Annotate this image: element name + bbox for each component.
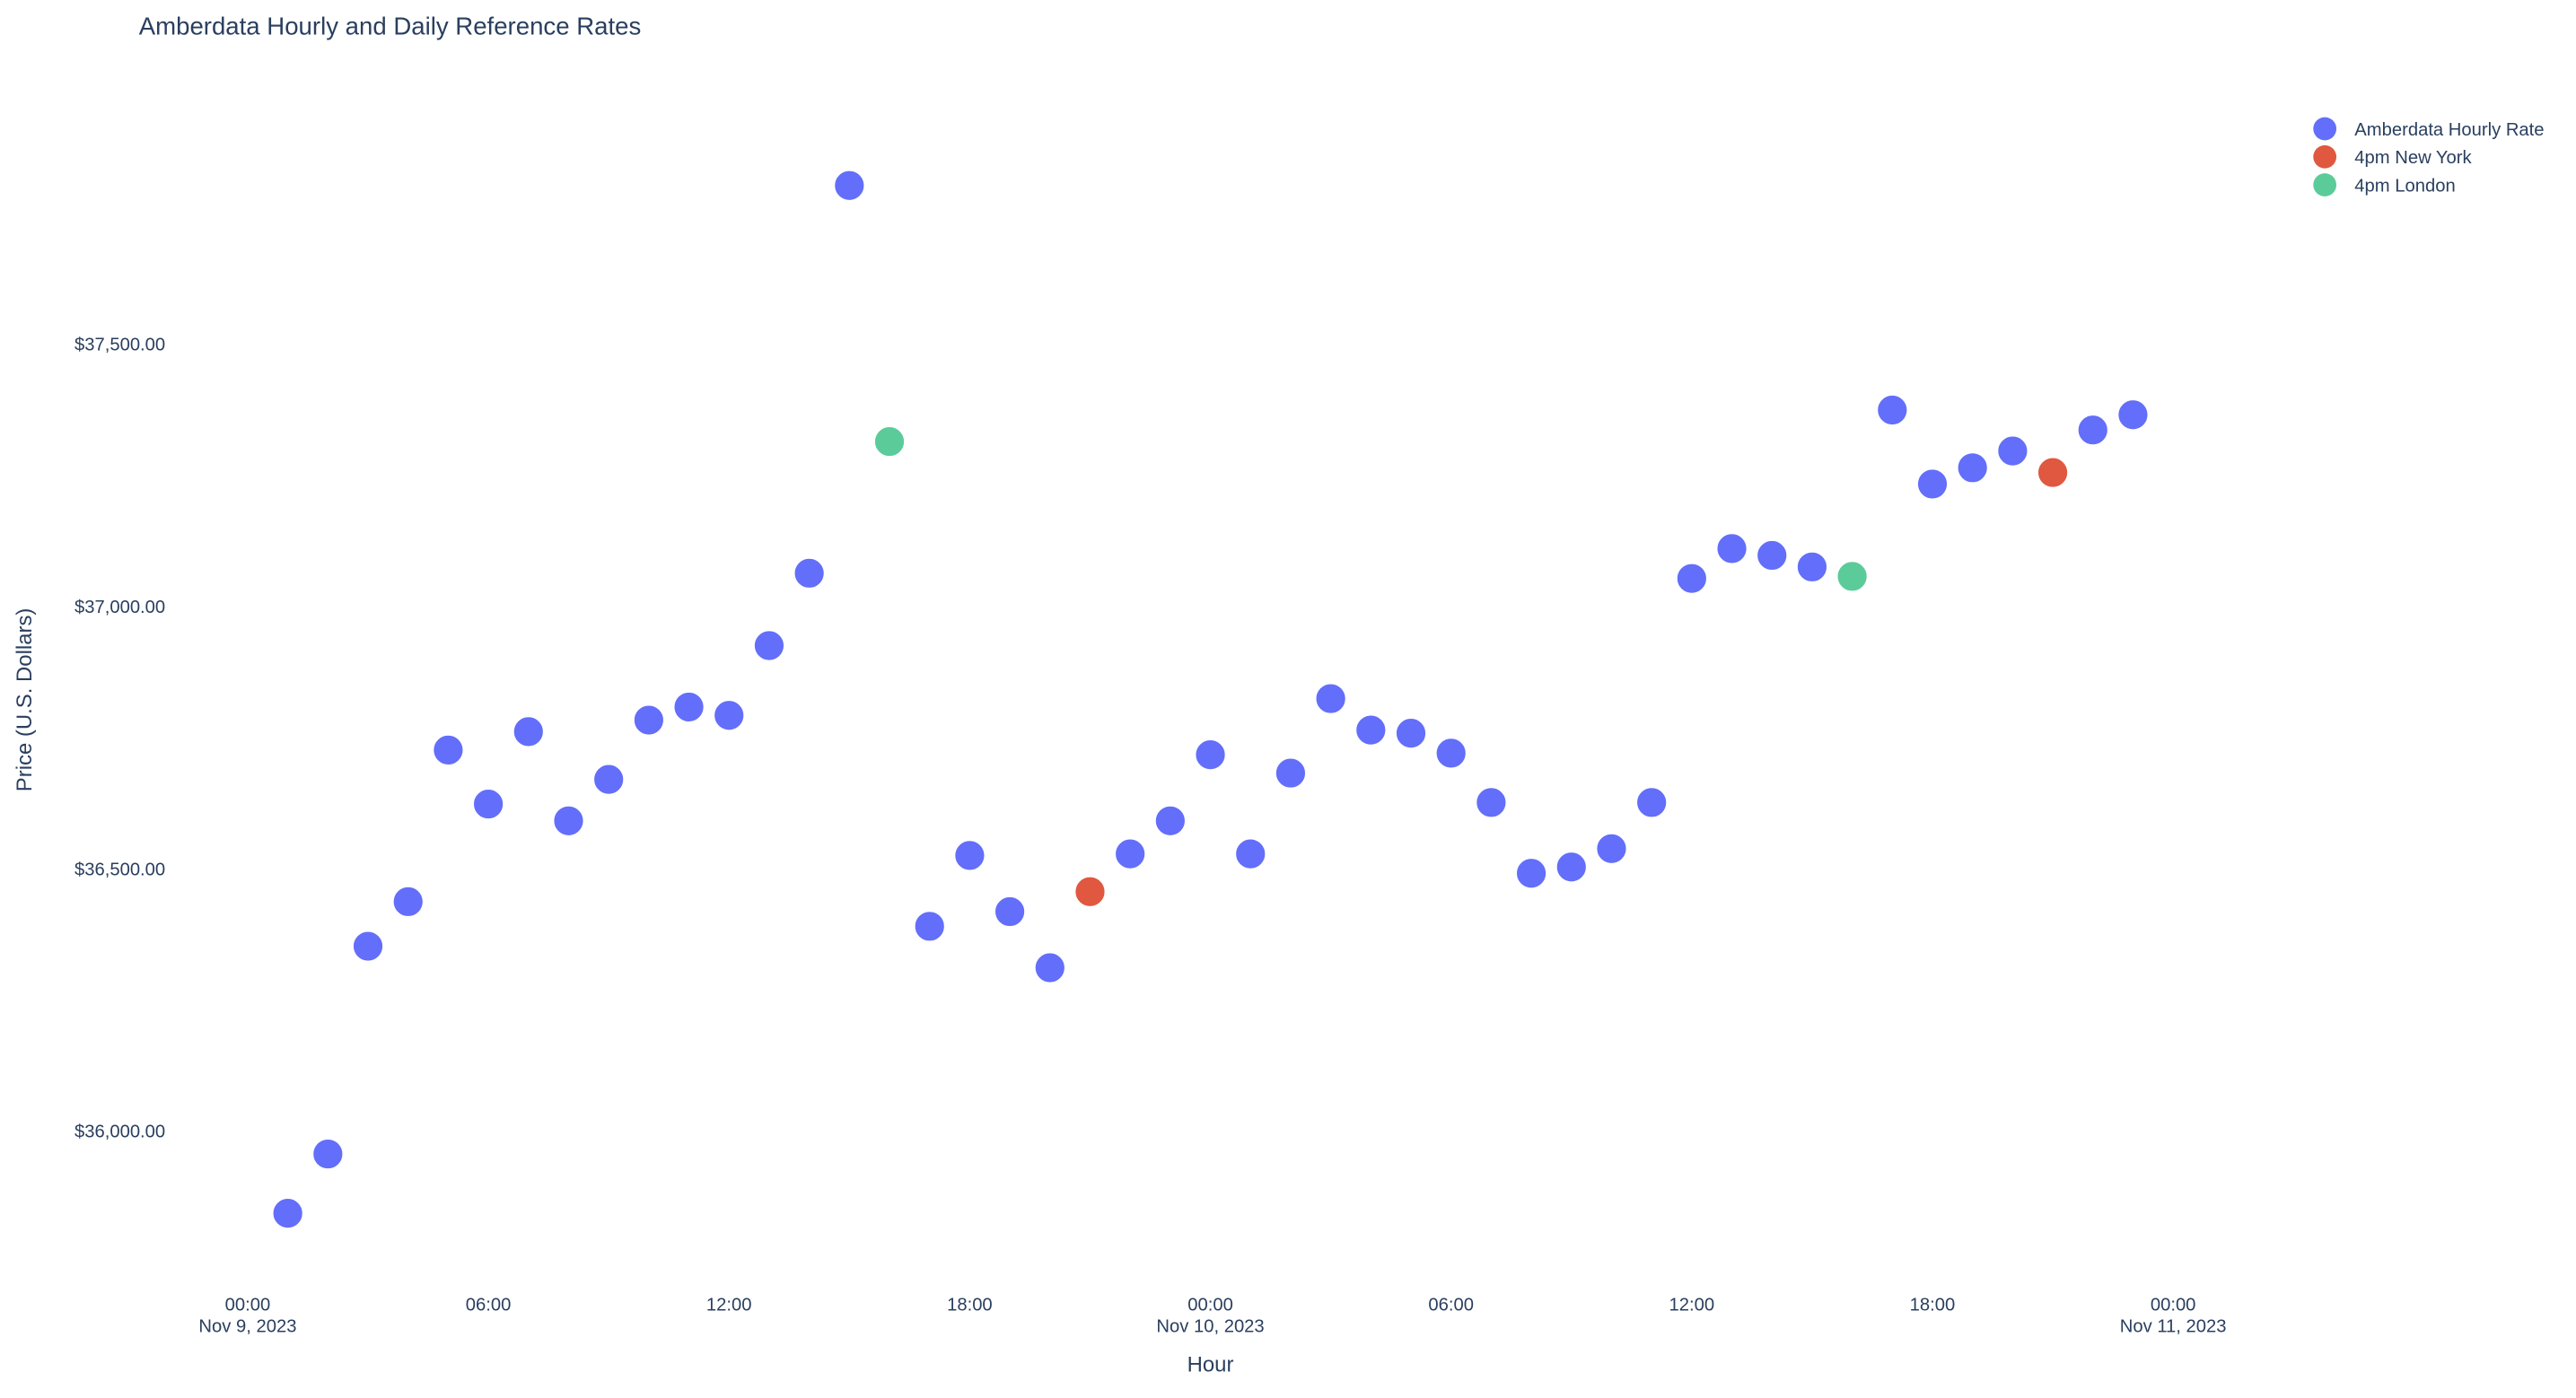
- legend-label: Amberdata Hourly Rate: [2354, 120, 2544, 140]
- point: [874, 426, 906, 458]
- point: [1074, 876, 1106, 907]
- legend-marker: [2313, 144, 2337, 169]
- x-tick-label: 18:00: [1910, 1296, 1956, 1315]
- x-tick-label-line: Nov 11, 2023: [2120, 1316, 2227, 1336]
- point: [1516, 858, 1547, 889]
- point: [1957, 452, 1988, 484]
- x-axis-title: Hour: [1187, 1353, 1234, 1377]
- x-tick-label-line: 06:00: [466, 1296, 512, 1315]
- point: [1676, 563, 1707, 594]
- point: [1836, 561, 1868, 592]
- point: [392, 886, 424, 917]
- point: [1476, 787, 1507, 818]
- point: [1115, 838, 1146, 869]
- point: [1034, 952, 1065, 983]
- point: [513, 716, 544, 747]
- y-tick-label: $36,000.00: [74, 1123, 165, 1142]
- x-tick-label: 06:00: [466, 1296, 512, 1315]
- point: [994, 896, 1026, 927]
- point: [1636, 787, 1668, 818]
- point: [1235, 838, 1266, 869]
- x-tick-label-line: 12:00: [1669, 1296, 1715, 1315]
- point: [593, 764, 625, 795]
- point: [1596, 833, 1627, 864]
- point: [673, 691, 705, 722]
- x-tick-label-line: Nov 9, 2023: [198, 1316, 296, 1336]
- x-tick-label: 00:00 Nov 9, 2023: [198, 1296, 296, 1337]
- x-tick-label: 18:00: [947, 1296, 993, 1315]
- y-tick-label: $36,500.00: [74, 860, 165, 879]
- x-tick-label-line: 00:00: [2151, 1296, 2196, 1315]
- point: [1757, 539, 1788, 571]
- x-tick-label-line: 18:00: [947, 1296, 993, 1315]
- point: [914, 911, 945, 942]
- x-tick-label: 00:00 Nov 10, 2023: [1156, 1296, 1264, 1337]
- point: [1275, 757, 1306, 789]
- y-axis-title: Price (U.S. Dollars): [13, 608, 37, 792]
- point: [1395, 718, 1427, 749]
- x-tick-label-line: 06:00: [1428, 1296, 1474, 1315]
- point: [714, 700, 745, 731]
- x-tick-label: 06:00: [1428, 1296, 1474, 1315]
- point: [1435, 738, 1467, 769]
- point: [834, 170, 865, 201]
- legend-label: 4pm New York: [2354, 148, 2472, 168]
- point: [2117, 399, 2149, 431]
- point: [1877, 394, 1908, 426]
- point: [353, 931, 384, 962]
- legend-marker: [2313, 117, 2337, 141]
- point: [553, 805, 584, 836]
- x-tick-label: 00:00 Nov 11, 2023: [2120, 1296, 2227, 1337]
- point: [1716, 533, 1748, 564]
- point: [1796, 551, 1827, 582]
- x-tick-label-line: 12:00: [706, 1296, 752, 1315]
- point: [312, 1139, 344, 1170]
- point: [2077, 415, 2108, 446]
- point: [1916, 468, 1949, 500]
- point: [1154, 805, 1186, 836]
- x-tick-label: 12:00: [1669, 1296, 1715, 1315]
- point: [2037, 457, 2069, 488]
- point: [1195, 739, 1226, 771]
- chart-title: Amberdata Hourly and Daily Reference Rat…: [139, 13, 642, 40]
- point: [633, 704, 664, 736]
- point: [1315, 683, 1346, 714]
- point: [1997, 435, 2028, 467]
- point: [1555, 852, 1587, 883]
- y-tick-label: $37,500.00: [74, 336, 165, 355]
- point: [1355, 714, 1387, 746]
- point: [954, 840, 986, 871]
- point: [793, 557, 825, 589]
- x-tick-label-line: 18:00: [1910, 1296, 1956, 1315]
- x-tick-label-line: 00:00: [225, 1296, 271, 1315]
- point: [473, 789, 504, 820]
- point: [753, 630, 784, 661]
- x-tick-label-line: 00:00: [1187, 1296, 1233, 1315]
- x-tick-label-line: Nov 10, 2023: [1156, 1316, 1264, 1336]
- y-tick-label: $37,000.00: [74, 598, 165, 617]
- x-tick-label: 12:00: [706, 1296, 752, 1315]
- legend-marker: [2313, 173, 2337, 197]
- point: [272, 1198, 303, 1229]
- legend-label: 4pm London: [2354, 176, 2455, 196]
- point: [433, 734, 464, 765]
